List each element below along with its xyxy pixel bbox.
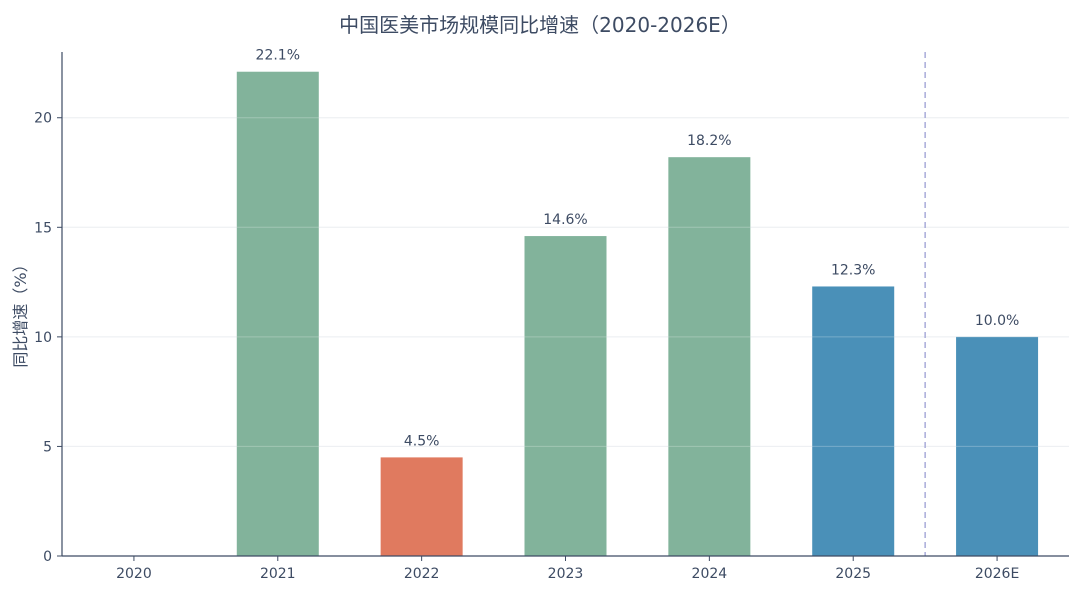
bar-2021 bbox=[236, 71, 319, 556]
y-tick-label-20: 20 bbox=[34, 111, 52, 127]
bar-2022 bbox=[380, 457, 463, 556]
y-tick-label-5: 5 bbox=[43, 439, 52, 455]
y-tick-label-0: 0 bbox=[43, 549, 52, 565]
bar-2024 bbox=[668, 157, 751, 556]
y-tick-label-15: 15 bbox=[34, 220, 52, 236]
x-tick-label-2025: 2025 bbox=[835, 566, 871, 582]
bar-2023 bbox=[524, 236, 607, 556]
x-tick-label-2020: 2020 bbox=[116, 566, 152, 582]
bar-2025 bbox=[812, 286, 895, 556]
x-tick-label-2022: 2022 bbox=[404, 566, 440, 582]
bar-2026E bbox=[956, 336, 1039, 556]
value-label-2026E: 10.0% bbox=[975, 313, 1019, 329]
value-label-2022: 4.5% bbox=[404, 433, 440, 449]
value-label-2023: 14.6% bbox=[543, 212, 587, 228]
x-tick-label-2024: 2024 bbox=[692, 566, 728, 582]
value-label-2024: 18.2% bbox=[687, 133, 731, 149]
x-tick-label-2026E: 2026E bbox=[975, 566, 1019, 582]
value-label-2021: 22.1% bbox=[256, 48, 300, 64]
y-tick-label-10: 10 bbox=[34, 330, 52, 346]
chart-title: 中国医美市场规模同比增速（2020-2026E） bbox=[339, 13, 741, 37]
x-tick-label-2021: 2021 bbox=[260, 566, 296, 582]
x-tick-label-2023: 2023 bbox=[548, 566, 584, 582]
value-label-2025: 12.3% bbox=[831, 262, 875, 278]
